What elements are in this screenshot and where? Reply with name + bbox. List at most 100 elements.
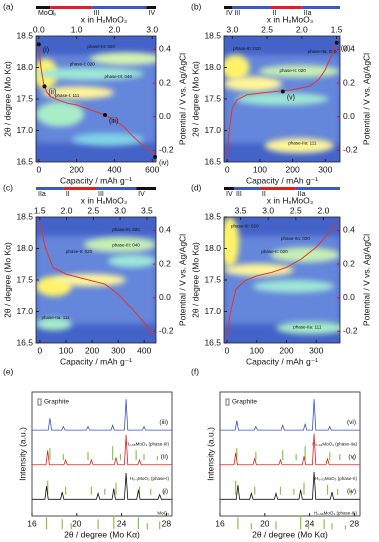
x2-tick-label: 1.5 [34, 205, 46, 215]
phase-annotation: phase-II: 020 [66, 249, 93, 254]
reference-label: H₀.₉MoO₃ (phase-I) [130, 476, 169, 481]
phase-label: IV [149, 10, 156, 17]
phase-bar [36, 6, 51, 9]
x-tick-label: 200 [70, 164, 84, 174]
y-axis-label: 2θ / degree (Mo Kα) [190, 242, 200, 318]
x-tick-label: 0 [38, 345, 43, 355]
phase-label: MoO₃ [38, 10, 56, 17]
state-marker [102, 112, 107, 117]
phase-bar [232, 6, 271, 9]
heatmap-blob [36, 101, 84, 127]
heatmap-blob [36, 317, 72, 331]
x2-tick-label: 3.0 [262, 205, 274, 215]
phase-annotation: phase-IIa: 111 [288, 140, 317, 145]
x-tick-label: 0 [225, 164, 230, 174]
x2-tick-label: 1.5 [331, 24, 343, 34]
y-tick-label: 18.0 [204, 62, 221, 72]
pattern-line [32, 473, 172, 500]
potential-curve [38, 44, 156, 158]
heatmap [36, 217, 156, 343]
x-tick-label: 100 [59, 345, 73, 355]
pattern-line [32, 434, 172, 466]
phase-label: III [94, 10, 100, 17]
phase-label: IIa [304, 10, 312, 17]
heatmap [224, 217, 340, 343]
x-tick-label: 200 [85, 345, 99, 355]
y2-tick-label: 0.4 [343, 44, 355, 54]
heatmap-blob [276, 321, 340, 335]
y2-axis-label: Potential / V vs. Ag/AgCl [177, 53, 187, 145]
x-tick-label: 16 [27, 518, 37, 528]
y2-tick-label: -0.2 [159, 325, 174, 335]
reference-label: H₁.₆₈MoO₃ (phase-III) [126, 441, 170, 446]
x2-axis-label: x in HₓMoO₃ [267, 14, 313, 24]
y-tick-label: 18.0 [16, 243, 33, 253]
pattern-label: (vi) [347, 419, 356, 426]
heatmap-blob [224, 217, 240, 268]
graphite-symbol [37, 398, 42, 406]
potential-curve [226, 221, 338, 339]
x-tick-label: 0 [225, 345, 230, 355]
x-tick-label: 400 [107, 164, 121, 174]
reference-label: H₀.₉₃MoO₃ (phase-II) [315, 476, 358, 481]
heatmap-blob [258, 64, 340, 78]
x-tick-label: 400 [137, 345, 151, 355]
x-axis-label: Capacity / mAh g⁻¹ [246, 175, 318, 185]
pattern-label: (iii) [159, 419, 168, 426]
panel-label: (f) [191, 366, 199, 376]
phase-label: IIa [298, 191, 306, 198]
y-axis-label: 2θ / degree (Mo Kα) [190, 61, 200, 137]
phase-annotation: phase-IIa: 111 [42, 315, 71, 320]
x-axis-label: Capacity / mAh g⁻¹ [60, 175, 132, 185]
panel-label: (d) [191, 182, 202, 192]
x-axis-label: Capacity / mAh g⁻¹ [60, 356, 132, 366]
y2-tick-label: 0.0 [343, 111, 355, 121]
y-tick-label: 16.5 [204, 337, 221, 347]
y2-tick-label: 0.2 [343, 77, 355, 87]
plot-frame [31, 391, 173, 517]
x-tick-label: 300 [318, 164, 332, 174]
state-marker [280, 89, 285, 94]
pattern-line [220, 471, 360, 500]
x-tick-label: 0 [36, 164, 41, 174]
x2-tick-label: 2.0 [61, 205, 73, 215]
x-axis-label: 2θ / degree (Mo Kα) [64, 529, 140, 539]
y-tick-label: 17.5 [204, 274, 221, 284]
y-axis-label: Intensity (a.u.) [205, 427, 215, 481]
state-marker [36, 42, 41, 47]
graphite-symbol [225, 398, 230, 406]
x2-tick-label: 3.5 [235, 205, 247, 215]
y2-tick-label: 0.4 [159, 44, 171, 54]
state-label: (iv) [159, 160, 169, 167]
heatmap-blob [72, 133, 144, 146]
heatmap-blob [90, 52, 156, 65]
state-marker [153, 154, 158, 159]
phase-label: IIa [38, 191, 46, 198]
phase-label: II [66, 191, 70, 198]
y-tick-label: 18.5 [204, 211, 221, 221]
y-tick-label: 17.0 [16, 306, 33, 316]
y-tick-label: 18.5 [204, 30, 221, 40]
y-tick-label: 17.5 [16, 93, 33, 103]
state-label: (vi) [341, 46, 351, 53]
x2-tick-label: 3.0 [146, 24, 158, 34]
y-tick-label: 18.5 [16, 211, 33, 221]
heatmap-blob [264, 138, 335, 154]
heatmap-blob [270, 247, 340, 263]
phase-annotation: phase-IIa: 020 [281, 236, 310, 241]
phase-label: IV [226, 10, 233, 17]
y2-tick-label: 0.0 [343, 292, 355, 302]
x-tick-label: 200 [279, 345, 293, 355]
reference-label: MoO₃ [157, 510, 169, 515]
phase-bar [301, 6, 340, 9]
pattern-label: (iv) [347, 488, 356, 495]
y2-tick-label: -0.2 [343, 325, 358, 335]
phase-annotation: phase-III: 040 [112, 243, 140, 248]
legend-text: Graphite [232, 399, 257, 406]
phase-bar [270, 6, 302, 9]
heatmap-blob [84, 237, 156, 253]
y-tick-label: 17.5 [204, 93, 221, 103]
x-tick-label: 300 [309, 345, 323, 355]
y-tick-label: 17.0 [16, 125, 33, 135]
